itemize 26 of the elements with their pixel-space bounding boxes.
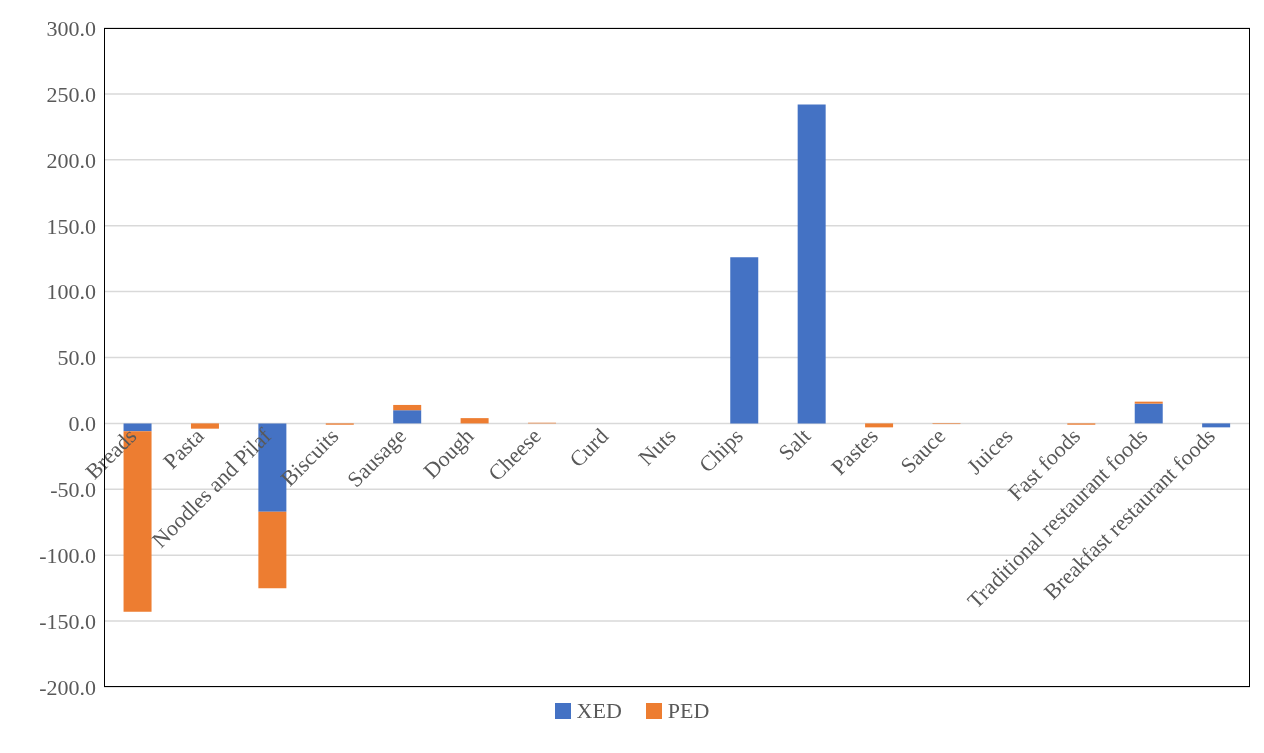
x-tick-label: Nuts	[633, 423, 681, 471]
legend-label: PED	[667, 698, 710, 724]
x-tick-label: Salt	[773, 423, 816, 466]
bar	[190, 423, 219, 429]
y-tick-label: -150.0	[39, 608, 96, 634]
y-tick-label: -50.0	[50, 477, 96, 503]
bar	[730, 257, 759, 424]
bar	[797, 104, 826, 424]
y-tick-label: 100.0	[46, 279, 96, 305]
bar	[1134, 403, 1163, 424]
legend-label: XED	[576, 698, 622, 724]
y-tick-label: 150.0	[46, 213, 96, 239]
y-tick-label: 50.0	[57, 345, 96, 371]
y-tick-label: 300.0	[46, 15, 96, 41]
bar	[393, 410, 422, 424]
bar	[393, 404, 422, 411]
bar	[1202, 423, 1231, 428]
y-tick-label: -100.0	[39, 543, 96, 569]
y-tick-label: 0.0	[68, 411, 96, 437]
y-tick-label: 250.0	[46, 81, 96, 107]
bar	[460, 418, 489, 424]
bar	[258, 511, 287, 589]
y-tick-label: 200.0	[46, 147, 96, 173]
bar	[123, 423, 152, 432]
y-tick-label: -200.0	[39, 674, 96, 700]
bar	[865, 423, 894, 428]
